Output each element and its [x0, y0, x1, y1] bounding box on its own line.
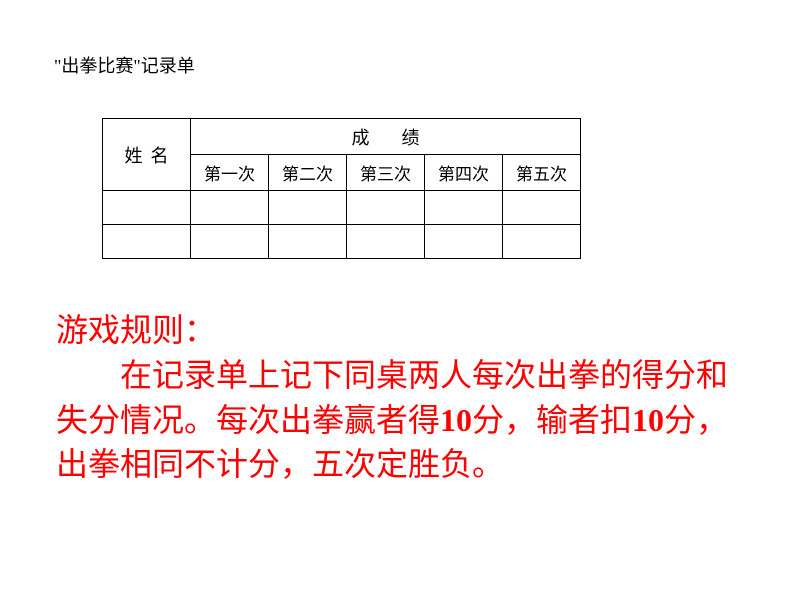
score-cell	[269, 225, 347, 259]
score-cell	[191, 225, 269, 259]
table-header-row: 姓名 成绩	[103, 119, 581, 155]
score-cell	[269, 191, 347, 225]
score-cell	[425, 225, 503, 259]
rules-number: 10	[440, 402, 472, 438]
rules-title: 游戏规则：	[56, 308, 746, 353]
score-cell	[347, 225, 425, 259]
table-row	[103, 191, 581, 225]
rules-text: 分，输者扣	[472, 402, 632, 438]
name-header-cell: 姓名	[103, 119, 191, 191]
score-cell	[503, 225, 581, 259]
round-header: 第一次	[191, 155, 269, 191]
score-cell	[191, 191, 269, 225]
score-table: 姓名 成绩 第一次 第二次 第三次 第四次 第五次	[102, 118, 581, 259]
round-header: 第二次	[269, 155, 347, 191]
score-cell	[347, 191, 425, 225]
round-header: 第五次	[503, 155, 581, 191]
rules-number: 10	[632, 402, 664, 438]
page-title: "出拳比赛"记录单	[54, 52, 195, 78]
score-cell	[503, 191, 581, 225]
score-header-cell: 成绩	[191, 119, 581, 155]
score-table-container: 姓名 成绩 第一次 第二次 第三次 第四次 第五次	[102, 118, 581, 259]
name-cell	[103, 191, 191, 225]
round-header: 第三次	[347, 155, 425, 191]
table-row	[103, 225, 581, 259]
round-header: 第四次	[425, 155, 503, 191]
rules-body: 在记录单上记下同桌两人每次出拳的得分和失分情况。每次出拳赢者得10分，输者扣10…	[56, 353, 746, 487]
score-cell	[425, 191, 503, 225]
rules-section: 游戏规则： 在记录单上记下同桌两人每次出拳的得分和失分情况。每次出拳赢者得10分…	[56, 308, 746, 487]
name-cell	[103, 225, 191, 259]
